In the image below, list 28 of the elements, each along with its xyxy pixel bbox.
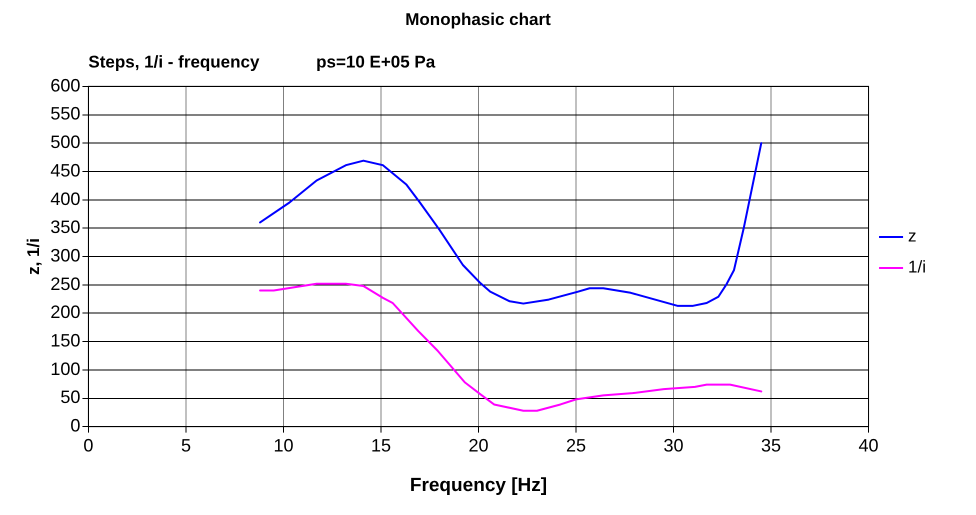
x-tick-label: 20 bbox=[468, 435, 489, 456]
x-tick-label: 0 bbox=[83, 435, 94, 456]
x-tick-label: 40 bbox=[858, 435, 879, 456]
y-tick-label: 250 bbox=[50, 274, 80, 294]
y-axis-title: z, 1/i bbox=[24, 238, 43, 275]
y-tick-label: 200 bbox=[50, 302, 80, 322]
legend-label: 1/i bbox=[908, 258, 926, 277]
y-tick-label: 50 bbox=[60, 387, 80, 408]
y-tick-label: 450 bbox=[50, 160, 80, 180]
x-axis-title: Frequency [Hz] bbox=[410, 474, 548, 496]
y-tick-label: 150 bbox=[50, 330, 80, 351]
y-tick-label: 600 bbox=[50, 75, 80, 96]
x-tick-label: 30 bbox=[664, 435, 684, 456]
chart-title: Monophasic chart bbox=[405, 10, 552, 29]
x-tick-label: 15 bbox=[370, 435, 391, 456]
y-tick-label: 550 bbox=[50, 104, 80, 124]
x-tick-label: 10 bbox=[273, 435, 294, 456]
x-tick-label: 25 bbox=[566, 435, 586, 456]
y-tick-label: 500 bbox=[50, 132, 80, 152]
y-tick-label: 0 bbox=[70, 416, 80, 436]
y-tick-label: 400 bbox=[50, 188, 80, 209]
y-tick-label: 100 bbox=[50, 358, 80, 379]
y-tick-label: 300 bbox=[50, 245, 80, 266]
y-tick-label: 350 bbox=[50, 217, 80, 238]
chart-subtitle: Steps, 1/i - frequency ps=10 E+05 Pa bbox=[88, 52, 436, 72]
legend-label: z bbox=[908, 226, 917, 246]
x-tick-label: 35 bbox=[761, 435, 782, 456]
x-tick-label: 5 bbox=[180, 435, 191, 456]
